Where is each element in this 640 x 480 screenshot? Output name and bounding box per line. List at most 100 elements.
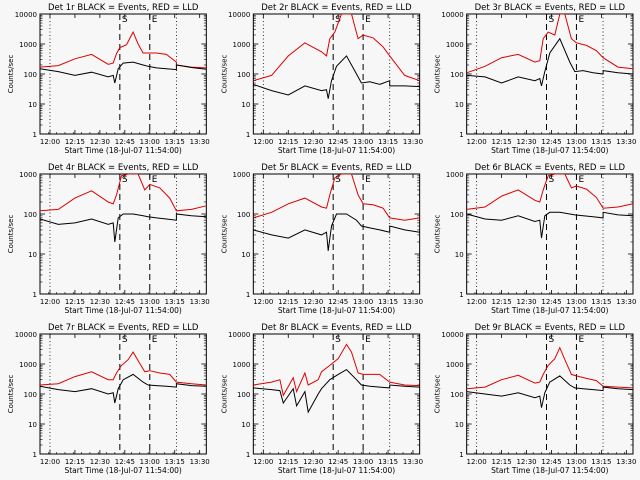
plot-frame [39, 173, 207, 295]
marker-label-e: E [152, 335, 158, 345]
y-axis-label: Counts/sec [220, 375, 228, 414]
chart-panel: Det 9r BLACK = Events, RED = LLD 1 10 100 10… [434, 323, 637, 475]
y-tick-label: 10 [455, 251, 464, 259]
x-tick-label: 13:15 [378, 458, 398, 466]
x-tick-label: 12:45 [115, 138, 135, 146]
y-tick-label: 1 [459, 131, 463, 139]
x-tick-label: 12:00 [467, 298, 487, 306]
y-tick-label: 1000 [19, 171, 37, 179]
x-tick-label: 13:15 [378, 298, 398, 306]
x-tick-label: 12:45 [541, 298, 561, 306]
y-tick-label: 1000 [19, 361, 37, 369]
x-tick-label: 12:15 [278, 298, 298, 306]
y-tick-label: 1000 [446, 41, 464, 49]
series-line-lld [253, 14, 420, 82]
y-tick-label: 100 [237, 391, 250, 399]
y-tick-label: 1 [459, 291, 463, 299]
x-tick-label: 12:45 [541, 458, 561, 466]
x-tick-label: 12:15 [491, 458, 511, 466]
x-tick-label: 13:30 [403, 138, 423, 146]
x-tick-label: 12:15 [65, 138, 85, 146]
series-line-events [466, 37, 633, 87]
y-tick-label: 10000 [15, 331, 37, 339]
y-axis-label: Counts/sec [220, 215, 228, 254]
y-tick-label: 10 [455, 101, 464, 109]
x-tick-label: 12:00 [467, 458, 487, 466]
y-tick-label: 100 [237, 71, 250, 79]
series-line-events [40, 61, 207, 84]
x-tick-label: 12:45 [328, 138, 348, 146]
plot-frame [39, 13, 207, 135]
plot-frame [252, 333, 421, 455]
x-tick-label: 12:30 [303, 138, 323, 146]
x-tick-label: 13:30 [190, 298, 210, 306]
y-tick-label: 10 [28, 251, 37, 259]
chart-panel: Det 2r BLACK = Events, RED = LLD 1 10 100 10… [220, 3, 423, 155]
y-tick-label: 1000 [446, 171, 464, 179]
x-axis-label: Start Time (18-Jul-07 11:54:00) [64, 466, 181, 475]
plot-frame [252, 13, 421, 135]
y-axis-label: Counts/sec [434, 375, 442, 414]
x-axis-label: Start Time (18-Jul-07 11:54:00) [278, 306, 395, 315]
marker-label-e: E [365, 175, 371, 185]
y-tick-label: 10000 [441, 331, 463, 339]
y-tick-label: 1 [33, 451, 37, 459]
x-axis-label: Start Time (18-Jul-07 11:54:00) [491, 306, 608, 315]
x-tick-label: 12:45 [328, 298, 348, 306]
x-tick-label: 12:00 [253, 138, 273, 146]
y-tick-label: 1 [33, 291, 37, 299]
chart-title: Det 6r BLACK = Events, RED = LLD [475, 163, 626, 173]
y-tick-label: 1 [33, 131, 37, 139]
plot-frame [466, 173, 634, 295]
x-tick-label: 13:15 [165, 298, 185, 306]
marker-label-s: S [335, 15, 341, 25]
y-tick-label: 100 [450, 391, 463, 399]
y-axis-label: Counts/sec [7, 55, 15, 94]
y-tick-label: 100 [450, 211, 463, 219]
x-tick-label: 13:30 [616, 298, 636, 306]
series-line-events [466, 211, 633, 239]
x-tick-label: 13:15 [591, 138, 611, 146]
plot-frame [39, 333, 207, 455]
y-axis-label: Counts/sec [220, 55, 228, 94]
chart-title: Det 4r BLACK = Events, RED = LLD [48, 163, 199, 173]
plot-frame [466, 13, 634, 135]
x-axis-label: Start Time (18-Jul-07 11:54:00) [491, 146, 608, 155]
marker-label-e: E [578, 15, 584, 25]
x-tick-label: 13:00 [353, 458, 373, 466]
series-line-lld [40, 174, 207, 212]
x-tick-label: 12:30 [516, 138, 536, 146]
y-tick-label: 1000 [233, 41, 251, 49]
x-tick-label: 13:30 [190, 138, 210, 146]
y-tick-label: 10000 [228, 11, 250, 19]
y-tick-label: 1000 [446, 361, 464, 369]
series-line-lld [466, 346, 633, 390]
x-tick-label: 12:30 [90, 138, 110, 146]
chart-title: Det 8r BLACK = Events, RED = LLD [261, 323, 412, 333]
x-tick-label: 13:00 [353, 138, 373, 146]
x-tick-label: 13:30 [616, 458, 636, 466]
y-tick-label: 1000 [233, 361, 251, 369]
y-tick-label: 10000 [228, 331, 250, 339]
y-tick-label: 1000 [233, 171, 251, 179]
y-axis-label: Counts/sec [434, 55, 442, 94]
x-axis-label: Start Time (18-Jul-07 11:54:00) [278, 146, 395, 155]
x-tick-label: 12:45 [115, 458, 135, 466]
marker-label-e: E [152, 175, 158, 185]
chart-title: Det 9r BLACK = Events, RED = LLD [475, 323, 626, 333]
series-line-lld [40, 351, 207, 386]
y-tick-label: 1000 [19, 41, 37, 49]
marker-label-s: S [548, 15, 554, 25]
chart-panel: Det 6r BLACK = Events, RED = LLD 1 10 100 10… [434, 163, 637, 315]
x-tick-label: 12:30 [90, 298, 110, 306]
x-tick-label: 12:15 [65, 458, 85, 466]
y-tick-label: 100 [24, 391, 37, 399]
x-tick-label: 12:15 [278, 138, 298, 146]
x-tick-label: 13:00 [566, 138, 586, 146]
x-axis-label: Start Time (18-Jul-07 11:54:00) [64, 146, 181, 155]
marker-label-s: S [548, 175, 554, 185]
x-tick-label: 13:00 [353, 298, 373, 306]
chart-panel: Det 5r BLACK = Events, RED = LLD 1 10 100 10… [220, 163, 423, 315]
marker-label-e: E [365, 15, 371, 25]
